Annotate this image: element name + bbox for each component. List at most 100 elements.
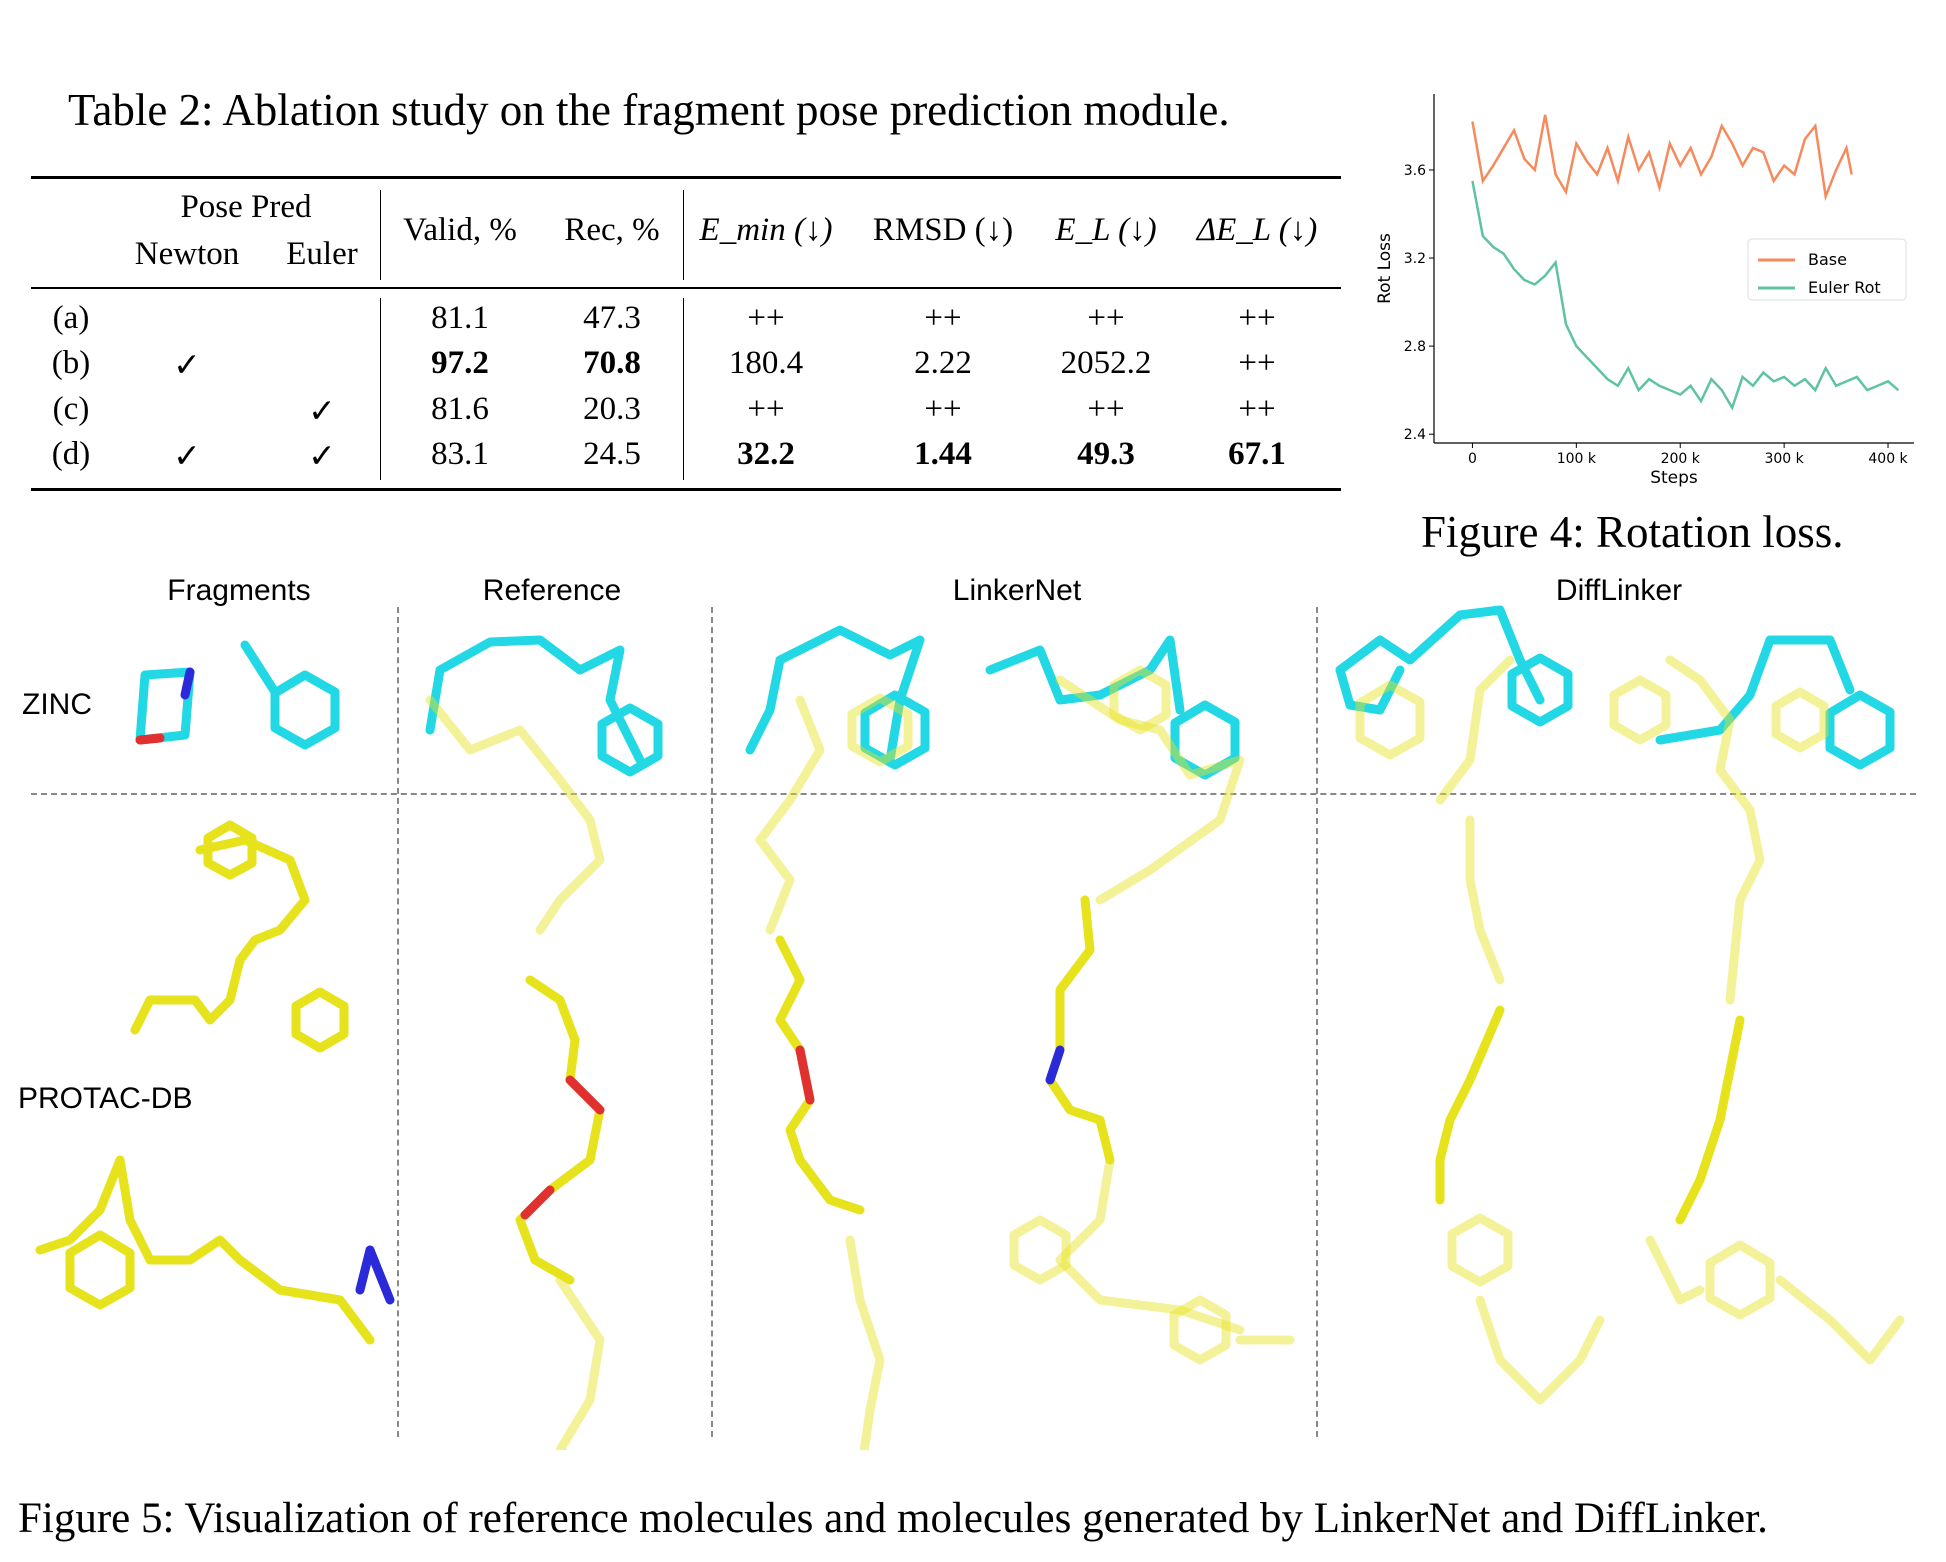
atom-n	[1045, 1045, 1065, 1085]
molecule-zinc-difflinker	[1655, 635, 1855, 745]
cell-rec: 20.3	[583, 391, 641, 427]
vline	[683, 190, 684, 280]
cell-valid: 81.1	[431, 300, 489, 336]
atom-o	[795, 1045, 815, 1105]
legend-label: Base	[1808, 250, 1847, 269]
header-valid: Valid, %	[403, 212, 517, 248]
ring	[1447, 1213, 1513, 1287]
cell-valid: 97.2	[431, 345, 489, 381]
molecule-protac-difflinker	[1675, 1015, 1745, 1225]
cell-rec: 24.5	[583, 436, 641, 472]
ring	[1009, 1215, 1071, 1285]
column-reference: Reference	[482, 574, 622, 607]
faded	[1775, 1275, 1905, 1365]
molecule-protac-fragment	[35, 1155, 375, 1345]
cell-emin: ++	[747, 300, 785, 336]
ring	[1355, 680, 1425, 760]
series-line-base	[1471, 114, 1853, 202]
ring	[1825, 690, 1895, 770]
atom-n	[355, 1245, 395, 1305]
rotation-loss-chart: 0 100 k 200 k 300 k 400 k 2.4 2.8 3.2 3.6 Steps Ro…	[1375, 94, 1914, 488]
cell-rec: 47.3	[583, 300, 641, 336]
figure5-caption: Figure 5: Visualization of reference mol…	[18, 1495, 1768, 1542]
faded	[1645, 1235, 1705, 1305]
header-emin: E_min (↓)	[699, 212, 833, 248]
series-line-euler-rot	[1471, 180, 1900, 411]
molecule-protac-reference	[515, 975, 605, 1285]
ring	[1609, 675, 1671, 745]
cell-del: ++	[1238, 391, 1276, 427]
molecule-zinc-reference	[425, 635, 645, 765]
cell-emin: ++	[747, 391, 785, 427]
ring	[597, 703, 663, 777]
legend-box	[1747, 238, 1907, 301]
molecule-zinc-difflinker	[1335, 605, 1545, 705]
table-caption: Table 2: Ablation study on the fragment …	[68, 85, 1230, 135]
y-tick-label: 2.4	[1404, 427, 1426, 443]
ring	[847, 693, 913, 767]
cell-rec: 70.8	[583, 345, 641, 381]
x-tick-label: 200 k	[1661, 451, 1701, 467]
top-rule	[31, 176, 1341, 179]
y-tick-label: 3.2	[1404, 251, 1426, 267]
vline	[683, 298, 684, 480]
cell-el: 2052.2	[1060, 345, 1152, 381]
ring	[1170, 700, 1240, 780]
ring	[1169, 1295, 1231, 1365]
molecule-protac-linkernet	[1045, 895, 1115, 1165]
divider	[711, 607, 713, 1437]
legend-label: Euler Rot	[1808, 278, 1881, 297]
cell-del: ++	[1238, 345, 1276, 381]
atom-o	[565, 1075, 605, 1115]
molecule-zinc-linkernet	[745, 625, 925, 765]
faded-fragment	[1055, 1155, 1245, 1335]
x-tick-label: 400 k	[1868, 451, 1908, 467]
header-newton: Newton	[134, 236, 240, 272]
cell-newton: ✓	[173, 348, 201, 384]
header-el: E_L (↓)	[1055, 212, 1157, 248]
ring	[1109, 665, 1171, 735]
ring	[860, 690, 930, 770]
row-zinc: ZINC	[22, 688, 92, 721]
header-delta-el: ΔE_L (↓)	[1196, 212, 1318, 248]
cell-rmsd: ++	[924, 391, 962, 427]
x-tick-label: 300 k	[1764, 451, 1804, 467]
cell-emin: 180.4	[728, 345, 804, 381]
bottom-rule	[31, 488, 1341, 491]
cell-rmsd: 1.44	[914, 436, 972, 472]
cell-label: (c)	[52, 391, 90, 427]
cell-del: 67.1	[1228, 436, 1286, 472]
header-euler: Euler	[286, 236, 358, 272]
figure4-caption: Figure 4: Rotation loss.	[1421, 507, 1844, 557]
faded	[1435, 655, 1515, 805]
vline	[380, 190, 381, 280]
cell-label: (b)	[51, 345, 91, 381]
row-protac: PROTAC-DB	[18, 1082, 193, 1115]
molecule-protac-fragment	[130, 835, 310, 1035]
cell-valid: 83.1	[431, 436, 489, 472]
molecule-zinc-fragment	[240, 640, 280, 697]
faded-fragment	[845, 1235, 885, 1450]
molecule-protac-linkernet	[775, 935, 865, 1215]
column-fragments: Fragments	[167, 574, 311, 607]
divider	[397, 607, 399, 1437]
faded-fragment	[755, 695, 825, 935]
cell-emin: 32.2	[737, 436, 795, 472]
atom-n	[180, 667, 195, 700]
faded	[1475, 1295, 1605, 1405]
faded	[1665, 655, 1765, 1005]
cell-el: ++	[1087, 300, 1125, 336]
cell-euler: ✓	[308, 439, 336, 475]
cell-el: 49.3	[1077, 436, 1135, 472]
cell-del: ++	[1238, 300, 1276, 336]
x-tick-label: 0	[1468, 451, 1477, 467]
molecule-zinc-linkernet	[985, 635, 1185, 715]
cell-newton: ✓	[173, 439, 201, 475]
molecule-renderings	[35, 605, 1905, 1450]
ring	[1771, 687, 1829, 753]
faded	[1465, 815, 1505, 985]
mid-rule	[31, 287, 1341, 289]
y-tick-label: 2.8	[1404, 339, 1426, 355]
atom-o	[135, 733, 165, 745]
